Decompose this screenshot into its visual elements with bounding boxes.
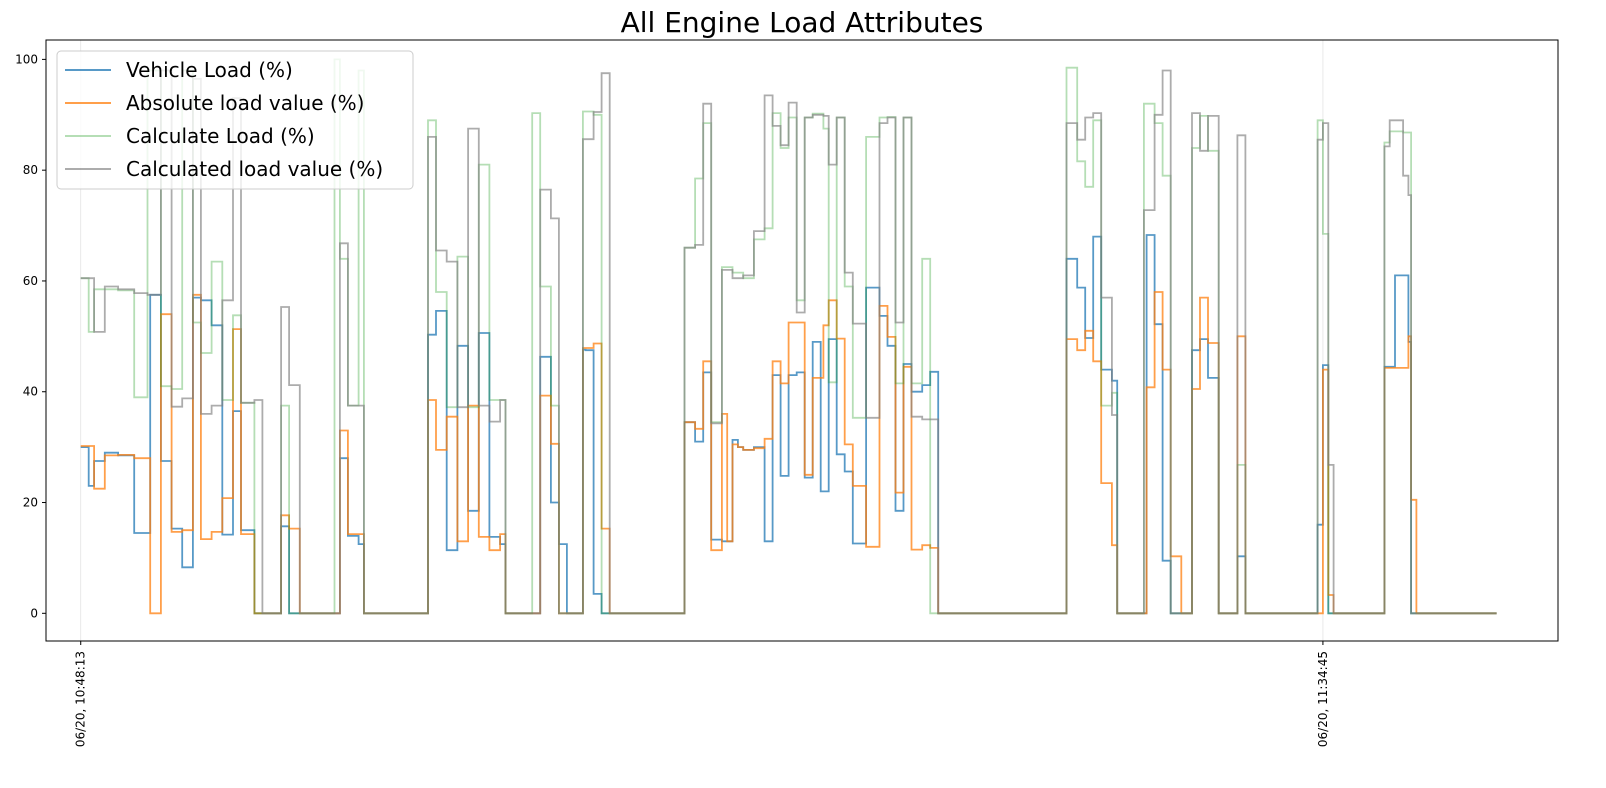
x-axis: 06/20, 10:48:13 06/20, 11:34:45 <box>74 641 1330 747</box>
legend-label-1: Vehicle Load (%) <box>126 58 293 82</box>
y-axis: 0 20 40 60 80 100 <box>15 52 46 620</box>
y-tick-label-60: 60 <box>23 274 38 288</box>
x-tick-label-0: 06/20, 10:48:13 <box>74 651 88 747</box>
chart-title: All Engine Load Attributes <box>621 6 984 39</box>
plot-area-frame <box>45 39 1559 642</box>
legend-label-2: Absolute load value (%) <box>126 91 364 115</box>
y-tick-label-20: 20 <box>23 496 38 510</box>
series-line-4 <box>80 69 1497 615</box>
legend-label-4: Calculated load value (%) <box>126 157 383 181</box>
y-tick-label-100: 100 <box>15 52 38 66</box>
legend: Vehicle Load (%) Absolute load value (%) C… <box>56 50 414 190</box>
legend-label-3: Calculate Load (%) <box>126 124 315 148</box>
series-lines <box>80 58 1497 615</box>
y-tick-label-0: 0 <box>30 606 38 620</box>
legend-box <box>56 50 414 190</box>
y-tick-label-80: 80 <box>23 163 38 177</box>
y-tick-label-40: 40 <box>23 385 38 399</box>
x-tick-label-1: 06/20, 11:34:45 <box>1316 651 1330 747</box>
